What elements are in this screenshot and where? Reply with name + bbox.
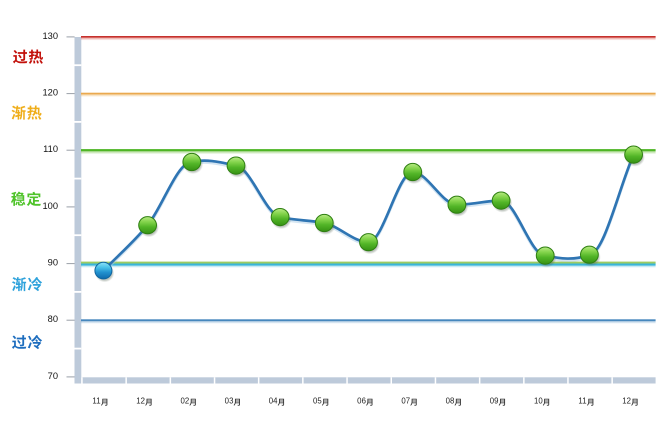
svg-text:11: 11 <box>578 397 586 406</box>
svg-text:07: 07 <box>401 397 410 406</box>
svg-text:08: 08 <box>446 397 455 406</box>
svg-text:130: 130 <box>42 31 58 41</box>
svg-text:11: 11 <box>92 397 100 406</box>
svg-text:10: 10 <box>534 397 543 406</box>
svg-text:04: 04 <box>269 397 278 406</box>
svg-text:12: 12 <box>136 397 145 406</box>
svg-text:80: 80 <box>48 314 58 324</box>
svg-text:90: 90 <box>48 258 58 268</box>
svg-text:06: 06 <box>357 397 366 406</box>
svg-text:120: 120 <box>42 88 58 98</box>
svg-text:70: 70 <box>48 371 58 381</box>
svg-text:100: 100 <box>42 201 58 211</box>
svg-text:09: 09 <box>490 397 499 406</box>
svg-text:02: 02 <box>180 397 189 406</box>
svg-text:110: 110 <box>43 144 58 154</box>
svg-text:05: 05 <box>313 397 322 406</box>
svg-text:12: 12 <box>622 397 631 406</box>
svg-text:03: 03 <box>225 397 234 406</box>
